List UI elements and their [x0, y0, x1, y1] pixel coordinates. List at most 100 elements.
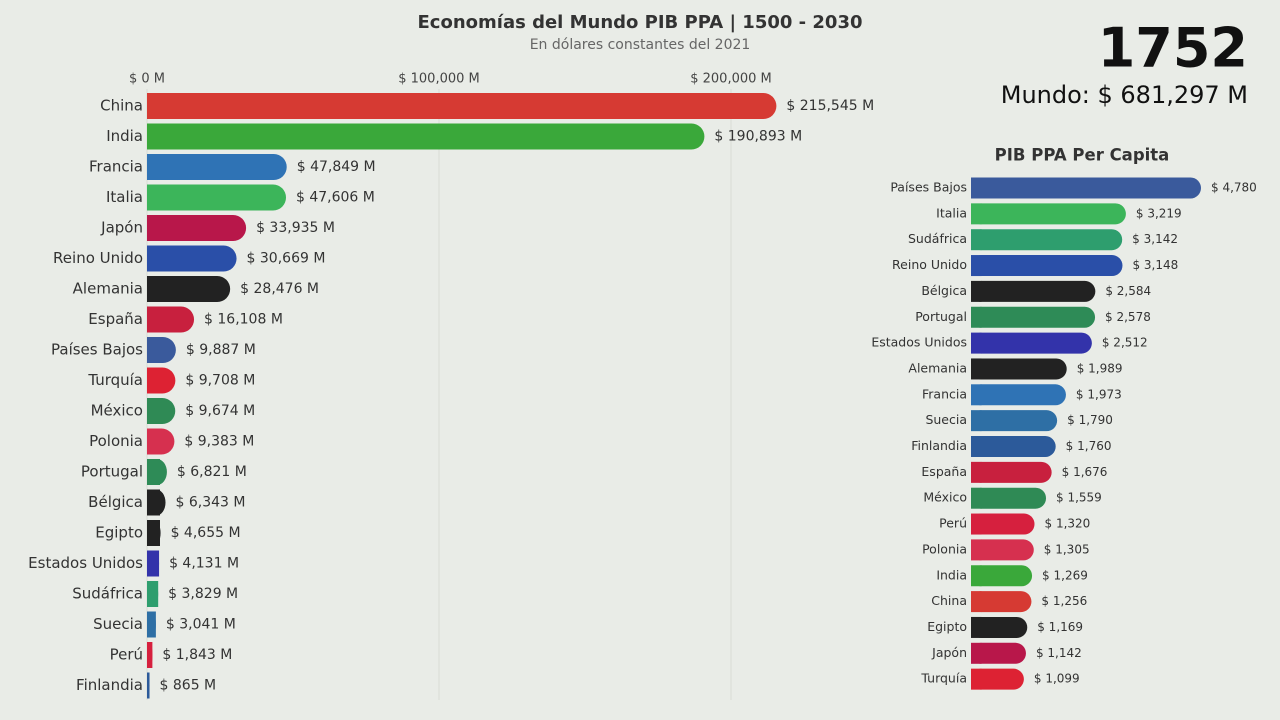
bar-base [147, 306, 160, 333]
category-label: Portugal [81, 463, 143, 481]
bar-base [147, 276, 160, 302]
value-label: $ 30,669 M [247, 251, 326, 267]
category-label: Estados Unidos [871, 335, 967, 350]
value-label: $ 2,578 [1105, 310, 1151, 324]
x-tick-label: $ 0 M [129, 72, 165, 87]
category-label: Estados Unidos [28, 554, 143, 572]
bar [147, 245, 237, 272]
value-label: $ 4,780 [1211, 181, 1257, 195]
value-label: $ 1,256 [1041, 594, 1087, 608]
value-label: $ 47,849 M [297, 159, 376, 175]
category-label: Suecia [93, 615, 143, 633]
category-label: Bélgica [88, 493, 143, 511]
bar-base [147, 215, 160, 241]
bar-base [971, 384, 982, 406]
value-label: $ 2,512 [1102, 336, 1148, 350]
category-label: Reino Unido [53, 249, 143, 267]
value-label: $ 3,148 [1132, 258, 1178, 272]
value-label: $ 3,219 [1136, 206, 1182, 220]
bar [147, 184, 287, 211]
bar [147, 93, 777, 119]
value-label: $ 9,708 M [185, 373, 255, 389]
bar-base [971, 487, 982, 509]
value-label: $ 33,935 M [256, 220, 335, 236]
bar [147, 123, 705, 150]
value-label: $ 1,269 [1042, 568, 1088, 582]
bar [971, 384, 1066, 406]
bar-base [971, 616, 982, 638]
category-label: Italia [936, 205, 967, 220]
category-label: China [931, 593, 967, 608]
bar [971, 203, 1126, 225]
category-label: Suecia [925, 412, 967, 427]
category-label: Polonia [89, 432, 143, 450]
bar-base [147, 489, 160, 516]
x-tick-label: $ 100,000 M [398, 72, 480, 87]
category-label: Bélgica [921, 283, 967, 298]
value-label: $ 2,584 [1105, 284, 1151, 298]
bar-base [147, 245, 160, 272]
category-label: Reino Unido [892, 257, 967, 272]
category-label: México [923, 490, 967, 505]
value-label: $ 16,108 M [204, 312, 283, 328]
bar [971, 513, 1035, 535]
bar [971, 461, 1052, 483]
category-label: Países Bajos [51, 341, 143, 359]
category-label: China [100, 97, 143, 115]
bar-base [147, 459, 160, 485]
category-label: Italia [106, 188, 143, 206]
value-label: $ 1,142 [1036, 646, 1082, 660]
bar-base [147, 398, 160, 424]
bar [971, 565, 1033, 587]
bar-base [971, 229, 982, 251]
bar-base [147, 154, 160, 180]
category-label: Egipto [95, 524, 143, 542]
value-label: $ 47,606 M [296, 190, 375, 206]
category-label: Finlandia [76, 676, 143, 694]
category-label: Portugal [915, 309, 967, 324]
bar-base [971, 591, 982, 613]
value-label: $ 190,893 M [714, 129, 802, 145]
bar [971, 358, 1067, 380]
value-label: $ 1,973 [1076, 387, 1122, 401]
bar-base [971, 539, 982, 561]
bar [971, 436, 1056, 457]
bar [971, 539, 1034, 561]
bar-base [971, 358, 982, 380]
value-label: $ 28,476 M [240, 281, 319, 297]
bar-base [147, 184, 160, 211]
bar [147, 276, 231, 302]
bar-base [971, 513, 982, 535]
value-label: $ 1,760 [1066, 439, 1112, 453]
category-label: México [91, 402, 143, 420]
value-label: $ 1,305 [1044, 542, 1090, 556]
chart-subtitle: En dólares constantes del 2021 [530, 37, 751, 53]
value-label: $ 4,131 M [169, 556, 239, 572]
bar-base [971, 410, 982, 432]
bar-base [147, 93, 160, 119]
bar-base [147, 642, 153, 668]
bar-base [971, 668, 982, 690]
category-label: Finlandia [911, 438, 967, 453]
value-label: $ 1,320 [1045, 517, 1091, 531]
category-label: Francia [922, 386, 967, 401]
value-label: $ 1,989 [1077, 361, 1123, 375]
category-label: Turquía [87, 371, 143, 389]
world-total: Mundo: $ 681,297 M [1001, 81, 1248, 109]
bar [971, 616, 1028, 638]
value-label: $ 3,142 [1132, 232, 1178, 246]
bar-base [147, 123, 160, 150]
value-label: $ 865 M [160, 678, 217, 694]
bar [147, 215, 247, 241]
value-label: $ 1,790 [1067, 413, 1113, 427]
value-label: $ 1,843 M [162, 647, 232, 663]
value-label: $ 3,829 M [168, 586, 238, 602]
value-label: $ 9,887 M [186, 342, 256, 358]
bar-base [147, 672, 150, 699]
value-label: $ 1,676 [1062, 465, 1108, 479]
value-label: $ 6,343 M [176, 495, 246, 511]
category-label: Sudáfrica [908, 231, 967, 246]
bar [147, 154, 287, 180]
bar-base [971, 565, 982, 587]
bar [971, 280, 1096, 302]
